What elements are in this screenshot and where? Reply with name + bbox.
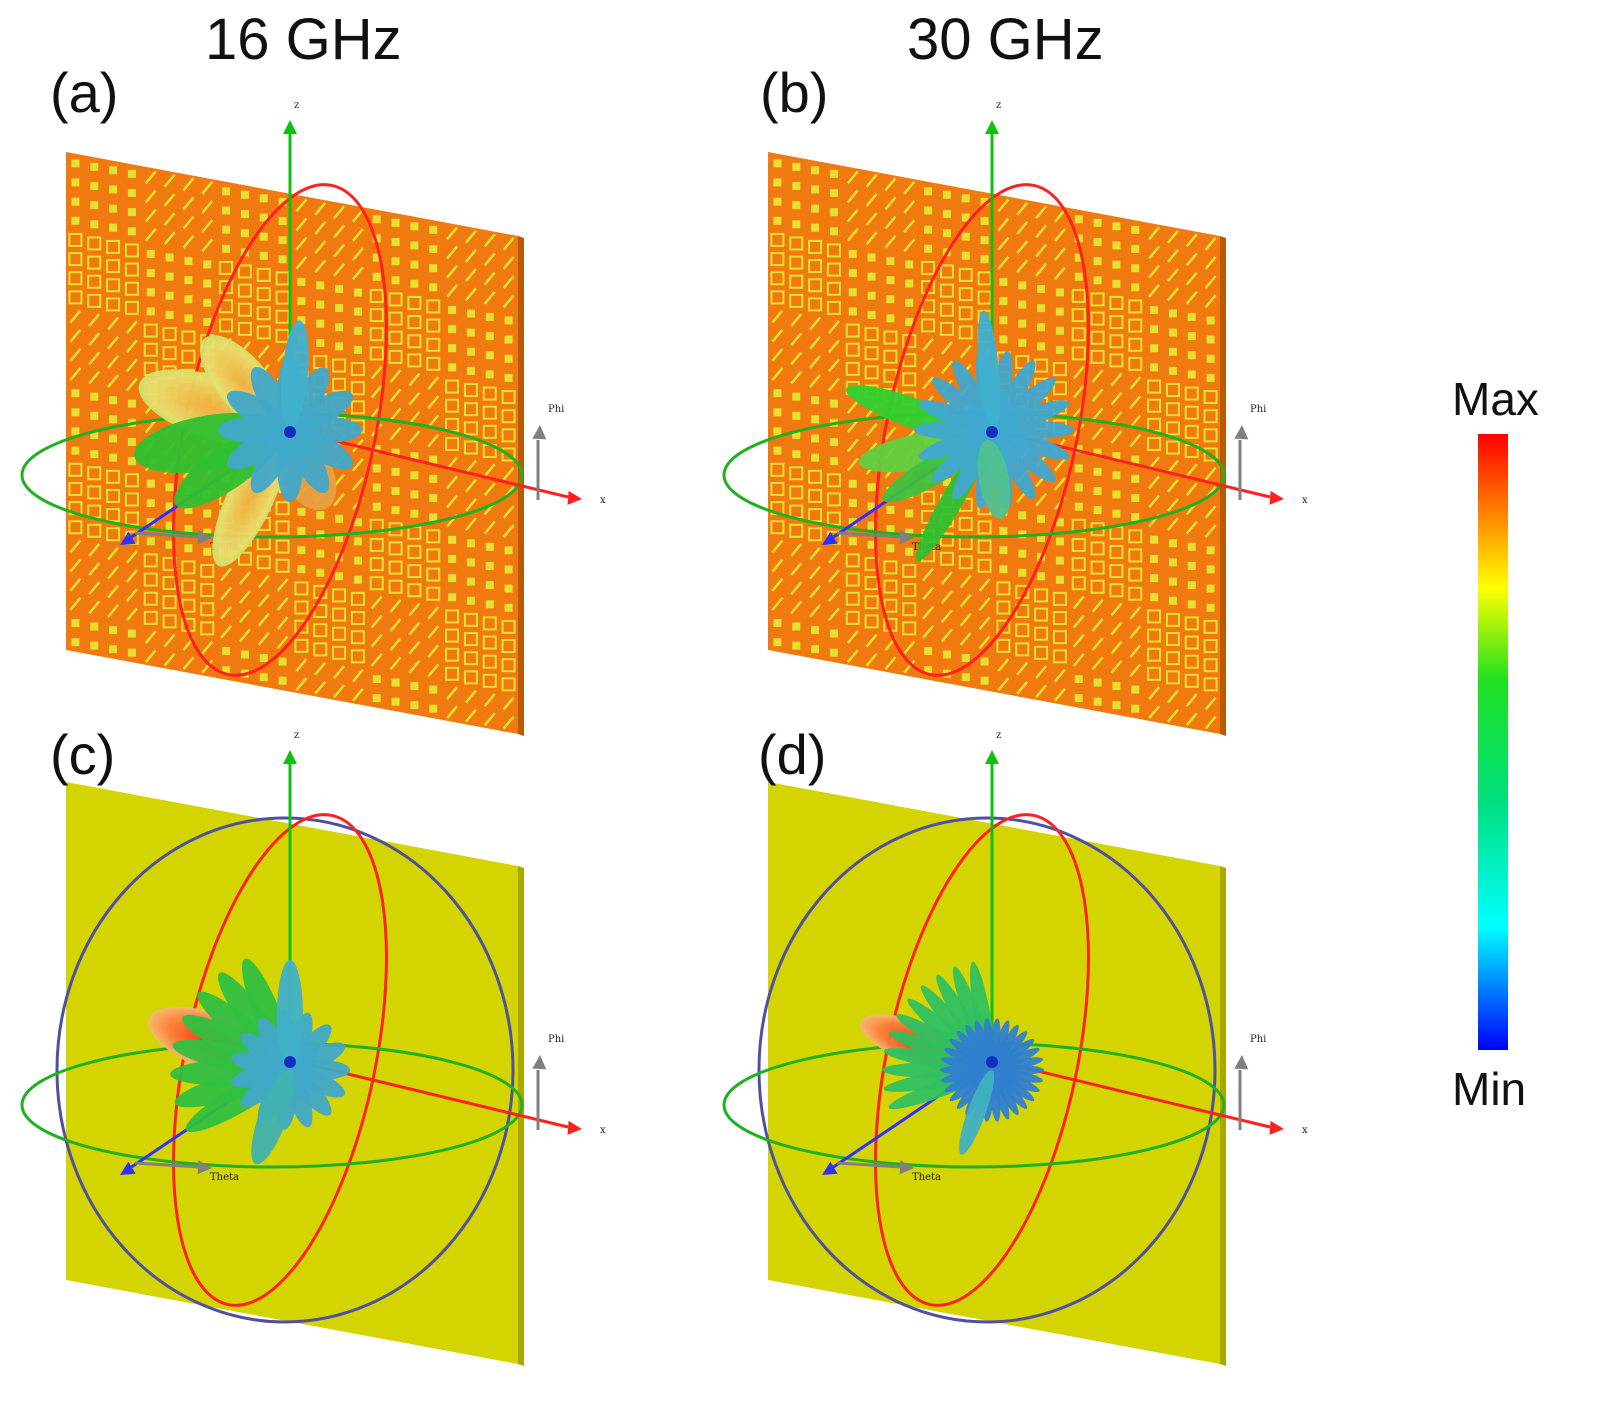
z-axis-label: z [996, 730, 1001, 741]
pattern-center [986, 426, 998, 438]
radiation-pattern [148, 958, 350, 1165]
x-axis-label: x [1302, 495, 1308, 506]
x-axis-label: x [1302, 1125, 1308, 1136]
x-axis-arrow [567, 1120, 582, 1135]
x-axis-label: x [600, 1125, 606, 1136]
phi-label: Phi [548, 404, 564, 415]
panel-c: z x Phi Theta [20, 730, 606, 1366]
y-axis-arrow [120, 1161, 136, 1175]
lobe [918, 400, 995, 433]
lobe [251, 1069, 295, 1165]
panel-d: z x Phi Theta [722, 730, 1308, 1366]
lobe [289, 390, 354, 434]
phi-arrow [532, 425, 547, 440]
theta-label: Theta [210, 1172, 239, 1183]
z-axis-arrow [283, 120, 297, 134]
z-axis-arrow [985, 750, 999, 764]
z-axis-label: z [996, 100, 1001, 111]
colorbar-max-label: Max [1452, 373, 1539, 425]
lobe [991, 1057, 1043, 1072]
radiation-pattern [845, 310, 1074, 562]
z-axis-label: z [294, 100, 299, 111]
pattern-center [284, 426, 296, 438]
x-axis-arrow [1269, 1120, 1284, 1135]
y-axis-arrow [822, 531, 838, 545]
x-axis-label: x [600, 495, 606, 506]
theta-arrow-line [836, 531, 903, 539]
theta-label: Theta [912, 1172, 941, 1183]
lobe [280, 320, 309, 431]
lobe [977, 439, 1011, 519]
x-axis-arrow [1269, 490, 1284, 505]
pattern-center [284, 1056, 296, 1068]
z-axis-arrow [985, 120, 999, 134]
theta-arrow-line [134, 531, 201, 539]
panel-label-b: (b) [760, 61, 829, 124]
unit-cell-pattern [770, 159, 1218, 730]
theta-arrow-line [134, 1161, 201, 1169]
lobe [993, 427, 1070, 460]
lobe [959, 1069, 995, 1155]
theta-arrow [197, 1160, 212, 1175]
colorbar [1478, 434, 1508, 1050]
panel-label-a: (a) [50, 61, 119, 124]
x-axis-arrow [567, 490, 582, 505]
lobe [977, 310, 1001, 431]
theta-arrow [899, 1160, 914, 1175]
phi-label: Phi [548, 1034, 564, 1045]
column-title-16ghz: 16 GHz [205, 7, 402, 72]
lobe [289, 1042, 346, 1074]
phi-arrow [532, 1055, 547, 1070]
radiation-pattern [860, 961, 1044, 1155]
phi-arrow [1234, 1055, 1249, 1070]
column-title-30ghz: 30 GHz [907, 7, 1104, 72]
phi-label: Phi [1250, 404, 1266, 415]
theta-arrow-line [836, 1161, 903, 1169]
theta-arrow [899, 530, 914, 545]
sphere-outline [757, 816, 1217, 1324]
theta-arrow [197, 530, 212, 545]
phi-label: Phi [1250, 1034, 1266, 1045]
pattern-center [986, 1056, 998, 1068]
colorbar-min-label: Min [1452, 1063, 1527, 1115]
lobe [277, 960, 303, 1070]
lobe [993, 400, 1070, 433]
y-axis-arrow [120, 531, 136, 545]
radiation-pattern [134, 320, 362, 567]
phi-arrow [1234, 425, 1249, 440]
z-axis-label: z [294, 730, 299, 741]
sphere-outline [55, 816, 515, 1324]
panel-label-c: (c) [50, 723, 116, 786]
y-axis-arrow [822, 1161, 838, 1175]
z-axis-arrow [283, 750, 297, 764]
panel-label-d: (d) [758, 723, 827, 786]
